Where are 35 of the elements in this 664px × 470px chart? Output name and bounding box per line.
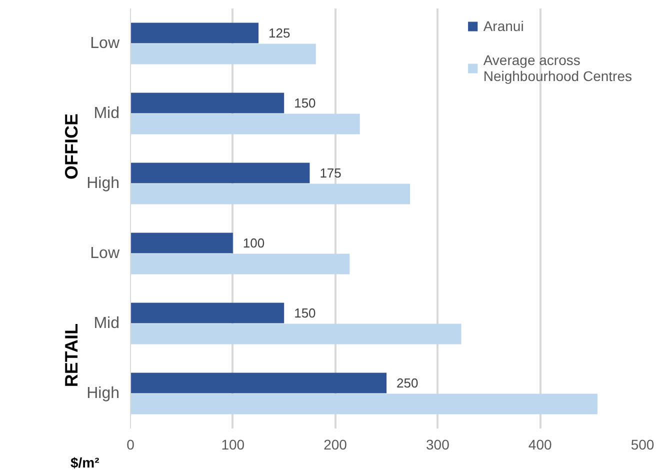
bar (130, 184, 410, 204)
data-label: 175 (320, 166, 342, 180)
text: OFFICE (62, 113, 82, 180)
data-label: 250 (396, 376, 418, 390)
x-axis-title: $/m² (70, 454, 100, 470)
y-tick-label: High (86, 175, 120, 192)
legend-label: Average across Neighbourhood Centres (483, 52, 632, 84)
y-tick-label: Mid (94, 105, 120, 122)
legend-label: Aranui (483, 18, 524, 34)
bar (130, 302, 284, 324)
data-label: 100 (242, 236, 265, 250)
text: RETAIL (62, 323, 82, 388)
bar (130, 254, 350, 274)
x-tick-label: 200 (324, 436, 348, 452)
x-tick-label: 0 (126, 436, 135, 452)
bar (130, 372, 386, 394)
y-tick-label: Low (90, 245, 120, 262)
data-label: 150 (294, 306, 316, 320)
bar (130, 92, 284, 114)
x-tick-label: 300 (426, 436, 450, 452)
bar (130, 394, 598, 414)
x-tick-label: 100 (221, 436, 245, 452)
bar (130, 44, 316, 64)
x-tick-label: 500 (630, 436, 654, 452)
y-tick-label: High (86, 385, 120, 402)
bar (130, 114, 360, 134)
bar (130, 22, 258, 44)
bar (130, 232, 233, 254)
data-label: 125 (268, 26, 290, 40)
bar (130, 324, 462, 344)
bar (130, 162, 310, 184)
x-tick-label: 400 (528, 436, 552, 452)
data-label: 150 (294, 96, 316, 110)
y-tick-label: Mid (94, 315, 120, 332)
y-tick-label: Low (90, 35, 120, 52)
